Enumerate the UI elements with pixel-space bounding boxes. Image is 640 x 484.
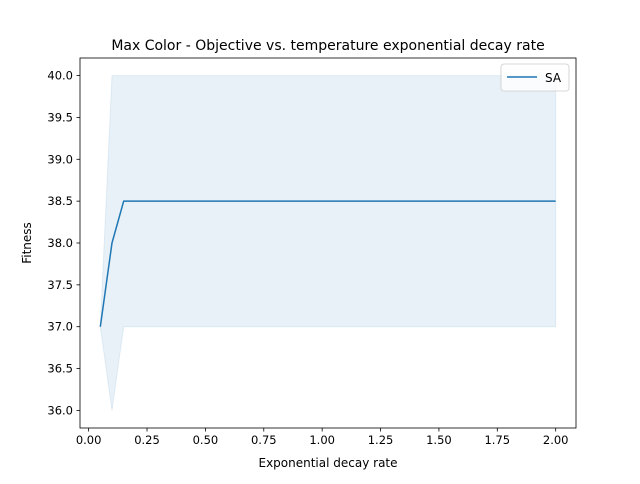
y-axis-label: Fitness	[20, 222, 34, 264]
y-tick-label: 39.0	[47, 152, 73, 166]
series-line-sa	[99, 200, 556, 327]
x-tick-label: 1.75	[484, 433, 510, 447]
chart-title: Max Color - Objective vs. temperature ex…	[111, 38, 544, 54]
x-axis-label: Exponential decay rate	[258, 456, 397, 470]
y-ticks: 36.0 36.5 37.0 37.5 38.0 38.5 39.0 39.5 40.0	[47, 69, 80, 417]
x-tick-label: 2.00	[543, 433, 569, 447]
y-tick-label: 38.0	[47, 236, 73, 250]
y-tick-label: 37.0	[47, 320, 73, 334]
x-tick-label: 0.25	[134, 433, 160, 447]
x-tick-label: 1.00	[309, 433, 335, 447]
y-tick-label: 40.0	[47, 69, 73, 83]
x-tick-label: 1.25	[368, 433, 394, 447]
legend-label: SA	[545, 71, 562, 85]
y-tick-label: 38.5	[47, 194, 73, 208]
x-tick-label: 0.75	[251, 433, 277, 447]
plot-frame	[79, 57, 577, 429]
series-line-layer	[99, 200, 556, 327]
x-tick-label: 1.50	[426, 433, 452, 447]
x-tick-label: 0.50	[193, 433, 219, 447]
x-tick-label: 0.00	[76, 433, 102, 447]
y-tick-label: 37.5	[47, 278, 73, 292]
x-ticks: 0.00 0.25 0.50 0.75 1.00 1.25 1.50 1.75 2.00	[76, 428, 569, 447]
legend: SA	[500, 63, 570, 92]
y-tick-label: 39.5	[47, 110, 73, 124]
y-tick-label: 36.5	[47, 362, 73, 376]
y-tick-label: 36.0	[47, 403, 73, 417]
